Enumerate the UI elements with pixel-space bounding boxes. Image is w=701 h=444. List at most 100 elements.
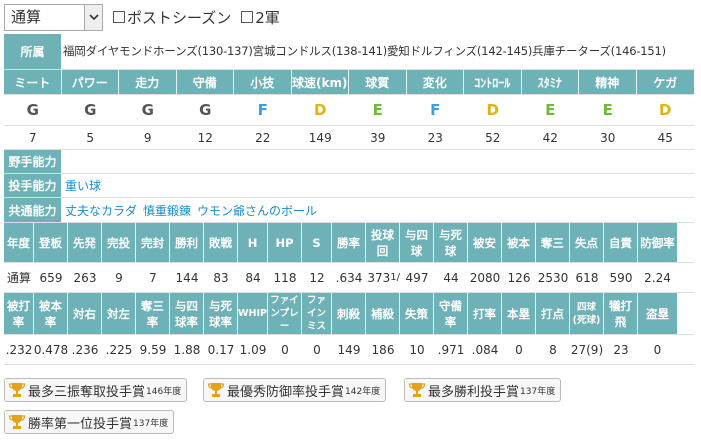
pitching-header: 与四球 (400, 223, 434, 262)
pitching-value: 590 (609, 270, 633, 285)
pitching2-header: 刺殺 (332, 293, 366, 334)
pitching2-value: 0.17 (207, 342, 235, 357)
ability-value: 149 (308, 130, 332, 145)
player-stats: 所属 福岡ダイヤモンドホーンズ(130-137)宮城コンドルス(138-141)… (4, 34, 694, 365)
pitching-value: 497 (405, 270, 429, 285)
pitching2-value: 149 (337, 342, 361, 357)
pitching-value: 126 (507, 270, 531, 285)
ability-header: 小技 (234, 70, 292, 94)
ability-header: 球質 (349, 70, 407, 94)
award-year: 146年度 (146, 386, 182, 397)
pitcher-skills-label: 投手能力 (4, 174, 61, 197)
pitching2-value: 8 (549, 342, 557, 357)
pitching-value: 2530 (537, 270, 569, 285)
pitching-value: 263 (73, 270, 97, 285)
pitching2-header: 打点 (536, 293, 570, 334)
pitching2-header: 打率 (468, 293, 502, 334)
pitching2-value: 0 (653, 342, 662, 357)
award-badge[interactable]: 勝率第一位投手賞 137年度 (4, 410, 175, 434)
ability-value: 39 (370, 130, 386, 145)
skill-link[interactable]: 丈夫なカラダ (65, 203, 138, 218)
ability-grade: D (486, 101, 499, 119)
award-badge[interactable]: 最多勝利投手賞 137年度 (404, 378, 562, 402)
pitching2-header: 被打率 (4, 293, 34, 334)
pitching-header: HP (268, 223, 302, 262)
pitching-value: .634 (335, 270, 363, 285)
award-badge[interactable]: 最優秀防御率投手賞 142年度 (203, 378, 387, 402)
fielder-skills-label: 野手能力 (4, 150, 61, 173)
skill-link[interactable]: 慎重鍛錬 (143, 203, 192, 218)
pitching2-value: 1.88 (173, 342, 201, 357)
ability-grade: E (545, 101, 556, 119)
ability-grade: G (199, 101, 212, 119)
pitching-header: 与死球 (434, 223, 468, 262)
pitching2-value: 186 (371, 342, 395, 357)
skill-link[interactable]: 重い球 (65, 179, 102, 193)
pitcher-skills-row: 投手能力 重い球 (4, 174, 694, 198)
pitching2-value: 0 (313, 342, 321, 357)
ability-header: 変化 (406, 70, 464, 94)
pitching-header-row: 年度 登板 先発 完投 完封 勝利 敗戦 H HP S 勝率 投球回 与四球 与死球 被安 被本 奪三 失点 自責防… (4, 223, 694, 263)
pitching-value: 618 (575, 270, 599, 285)
pitching-header: 失点 (570, 223, 604, 262)
pitching2-header: 与四球率 (170, 293, 204, 334)
fielder-skills-list (61, 150, 694, 173)
pitching2-value: 23 (613, 342, 629, 357)
award-title: 最多三振奪取投手賞 (28, 384, 146, 400)
innings-value: 2373 (366, 270, 391, 285)
award-year: 142年度 (345, 386, 381, 397)
pitching2-header: 失策 (400, 293, 434, 334)
ability-header: ｺﾝﾄﾛｰﾙ (464, 70, 522, 94)
ability-grade: D (659, 101, 672, 119)
ability-grade: F (257, 101, 268, 119)
ability-grade: G (84, 101, 97, 119)
pitching2-header: 対左 (102, 293, 136, 334)
ability-value: 5 (86, 130, 95, 145)
checkbox-box[interactable] (113, 11, 125, 23)
ability-value: 52 (485, 130, 501, 145)
pitching-header: 登板 (34, 223, 68, 262)
postseason-checkbox[interactable]: ポストシーズン (113, 7, 231, 28)
pitching2-value: 27(9) (570, 342, 604, 357)
filter-bar: 通算 ポストシーズン 2軍 (4, 3, 280, 31)
common-skills-label: 共通能力 (4, 198, 61, 222)
pitching-header: 被安 (468, 223, 502, 262)
pitching-value: 144 (175, 270, 199, 285)
pitching-header: 完封 (136, 223, 170, 262)
pitching-header: 先発 (68, 223, 102, 262)
pitching2-value: .971 (437, 342, 465, 357)
pitching-header: 自責 (604, 223, 638, 262)
pitching2-header: ファインプレー (268, 293, 302, 334)
pitching-value: 通算 (6, 271, 31, 285)
pitching-header: 勝率 (332, 223, 366, 262)
pitching2-header: 被本率 (34, 293, 68, 334)
pitching-header: 防御率 (638, 223, 677, 262)
pitching2-value: .236 (71, 342, 99, 357)
pitching2-value: .225 (105, 342, 133, 357)
award-title: 最多勝利投手賞 (428, 384, 520, 400)
second-team-checkbox[interactable]: 2軍 (241, 7, 280, 28)
pitching2-value: 9.59 (139, 342, 167, 357)
pitching-value: 118 (273, 270, 297, 285)
award-title: 勝率第一位投手賞 (28, 416, 133, 432)
fielder-skills-row: 野手能力 (4, 150, 694, 174)
ability-header: パワー (61, 70, 119, 94)
pitching2-header: 犠打飛 (604, 293, 638, 334)
season-select[interactable]: 通算 (4, 3, 103, 31)
affiliation-row: 所属 福岡ダイヤモンドホーンズ(130-137)宮城コンドルス(138-141)… (4, 34, 694, 70)
skill-link[interactable]: ウモン爺さんのボール (197, 203, 318, 218)
ability-header: 精神 (579, 70, 637, 94)
pitching-value: 9 (115, 270, 123, 285)
pitching2-header: WHIP (238, 293, 268, 334)
pitching2-header: 補殺 (366, 293, 400, 334)
award-badge[interactable]: 最多三振奪取投手賞 146年度 (4, 378, 188, 402)
chevron-down-icon[interactable] (84, 4, 102, 30)
ability-value: 9 (143, 130, 152, 145)
pitching-value: 23731/3 (366, 263, 400, 292)
checkbox-box[interactable] (241, 11, 254, 23)
ability-value: 30 (600, 130, 616, 145)
trophy-icon (207, 381, 225, 399)
trophy-icon (8, 381, 26, 399)
ability-value: 42 (542, 130, 558, 145)
